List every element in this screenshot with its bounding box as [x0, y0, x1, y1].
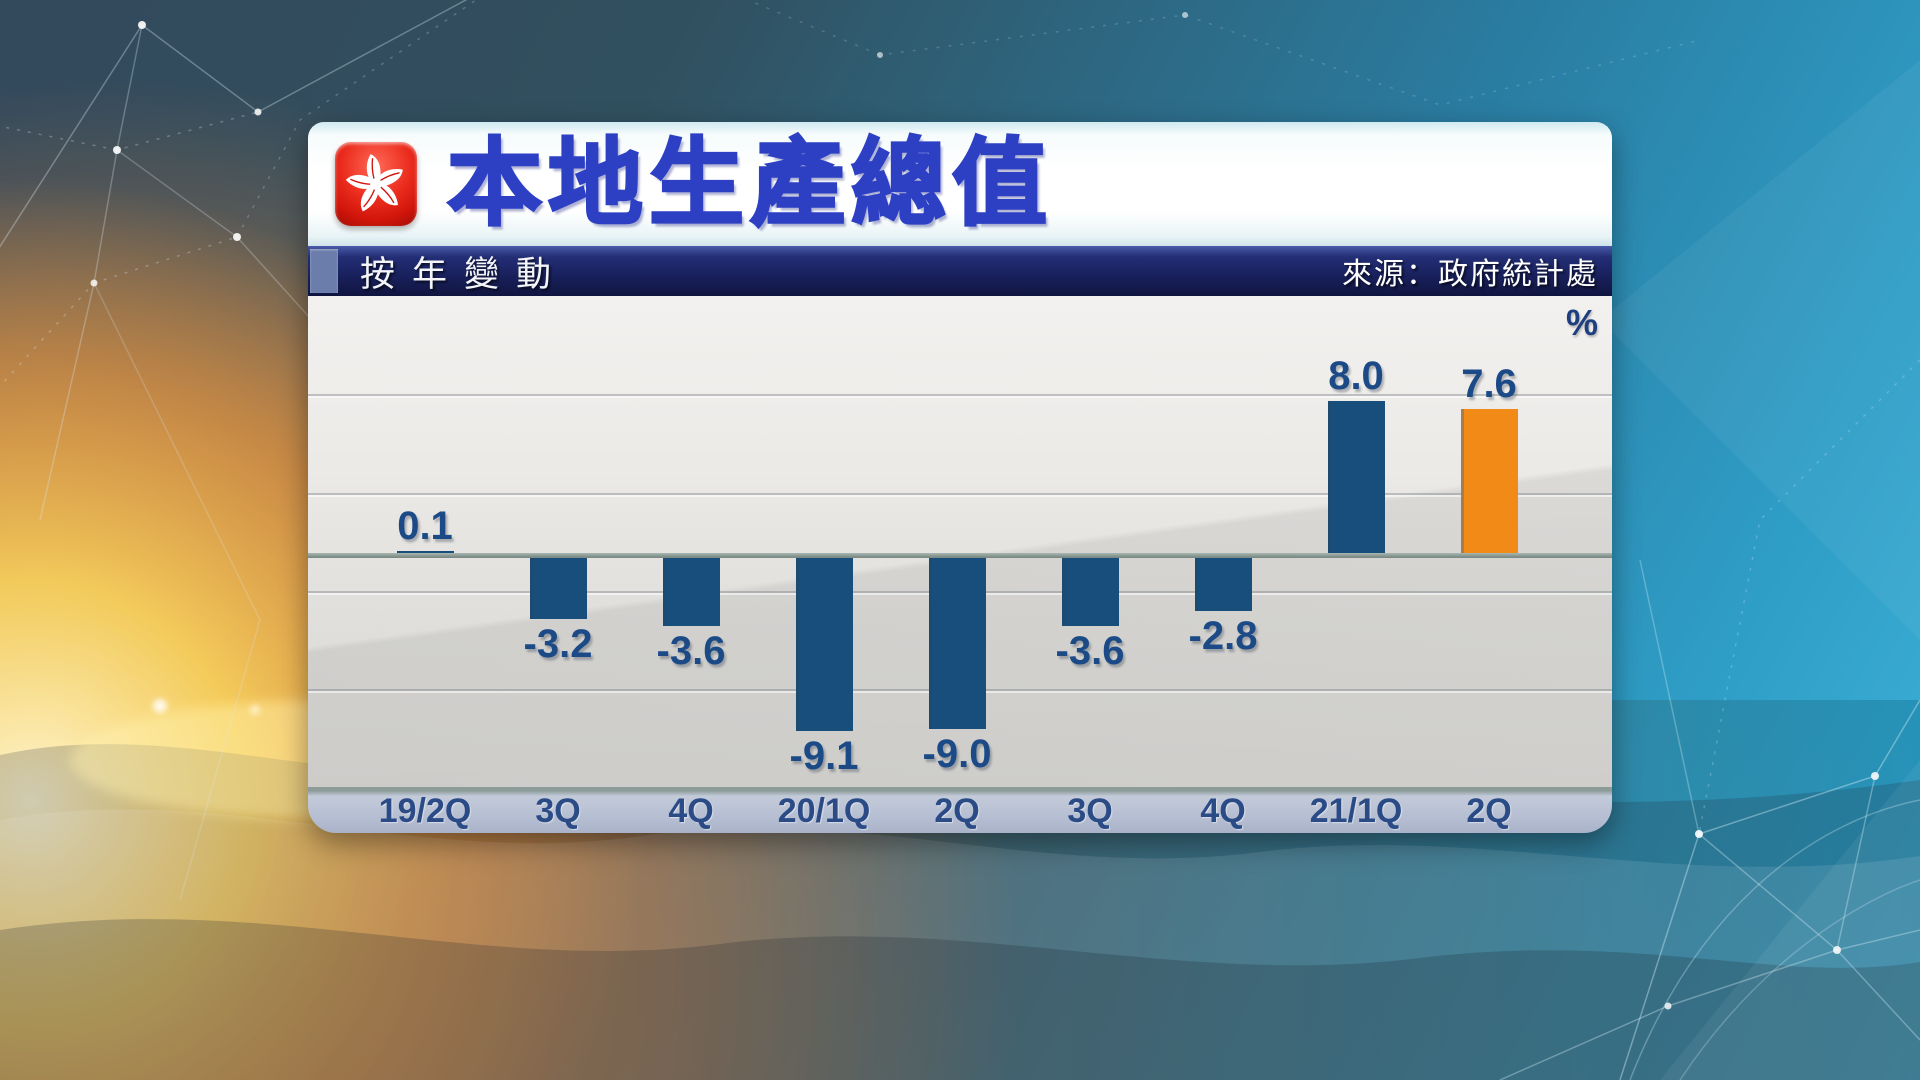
bar	[529, 558, 587, 619]
bar-value-label: 0.1	[397, 504, 453, 548]
zero-baseline	[308, 553, 1612, 558]
gridline	[308, 394, 1612, 396]
axis-label: 2Q	[934, 792, 980, 830]
axis-label: 3Q	[535, 792, 581, 830]
plot-area: % 0.1 -3.2 -3.6 -9.1 -9.0 -3.6 -2.8 8.0 7.6	[308, 296, 1612, 787]
bar	[795, 558, 853, 731]
axis-label: 4Q	[668, 792, 714, 830]
unit-label: %	[1565, 302, 1598, 343]
axis-label: 20/1Q	[777, 792, 871, 830]
axis-label: 3Q	[1067, 792, 1113, 830]
bar	[662, 558, 720, 626]
subtitle-bar: 按年變動 來源：政府統計處	[308, 246, 1612, 296]
bar-value-label: -9.1	[789, 734, 859, 778]
hk-emblem-icon	[335, 142, 417, 226]
bar-value-label: -3.2	[523, 622, 593, 666]
bar-highlight	[1460, 409, 1518, 553]
axis-label: 19/2Q	[378, 792, 472, 830]
bar	[1194, 558, 1252, 611]
axis-label: 4Q	[1200, 792, 1246, 830]
bar	[1327, 401, 1385, 553]
chart-subtitle: 按年變動	[360, 254, 569, 294]
bar	[1061, 558, 1119, 626]
bar-value-label: 7.6	[1461, 362, 1517, 406]
axis-label: 2Q	[1466, 792, 1512, 830]
bar-value-label: -3.6	[656, 629, 726, 673]
panel-header: 本地生產總值	[308, 122, 1612, 246]
bar	[928, 558, 986, 729]
bar	[396, 551, 454, 553]
source-label: 來源：政府統計處	[1342, 258, 1598, 291]
x-axis: 19/2Q 3Q 4Q 20/1Q 2Q 3Q 4Q 21/1Q 2Q	[308, 787, 1612, 833]
bar-value-label: -3.6	[1055, 629, 1125, 673]
axis-label: 21/1Q	[1309, 792, 1403, 830]
chart-panel: 本地生產總值 按年變動 來源：政府統計處 % 0.1 -3.2 -3.6 -9.1 -9…	[308, 122, 1612, 833]
chart-title: 本地生產總值	[446, 130, 1054, 239]
bar-value-label: -2.8	[1188, 614, 1258, 658]
bar-value-label: 8.0	[1328, 354, 1384, 398]
bar-value-label: -9.0	[922, 732, 992, 776]
gridline	[308, 493, 1612, 495]
accent-square	[310, 249, 338, 293]
